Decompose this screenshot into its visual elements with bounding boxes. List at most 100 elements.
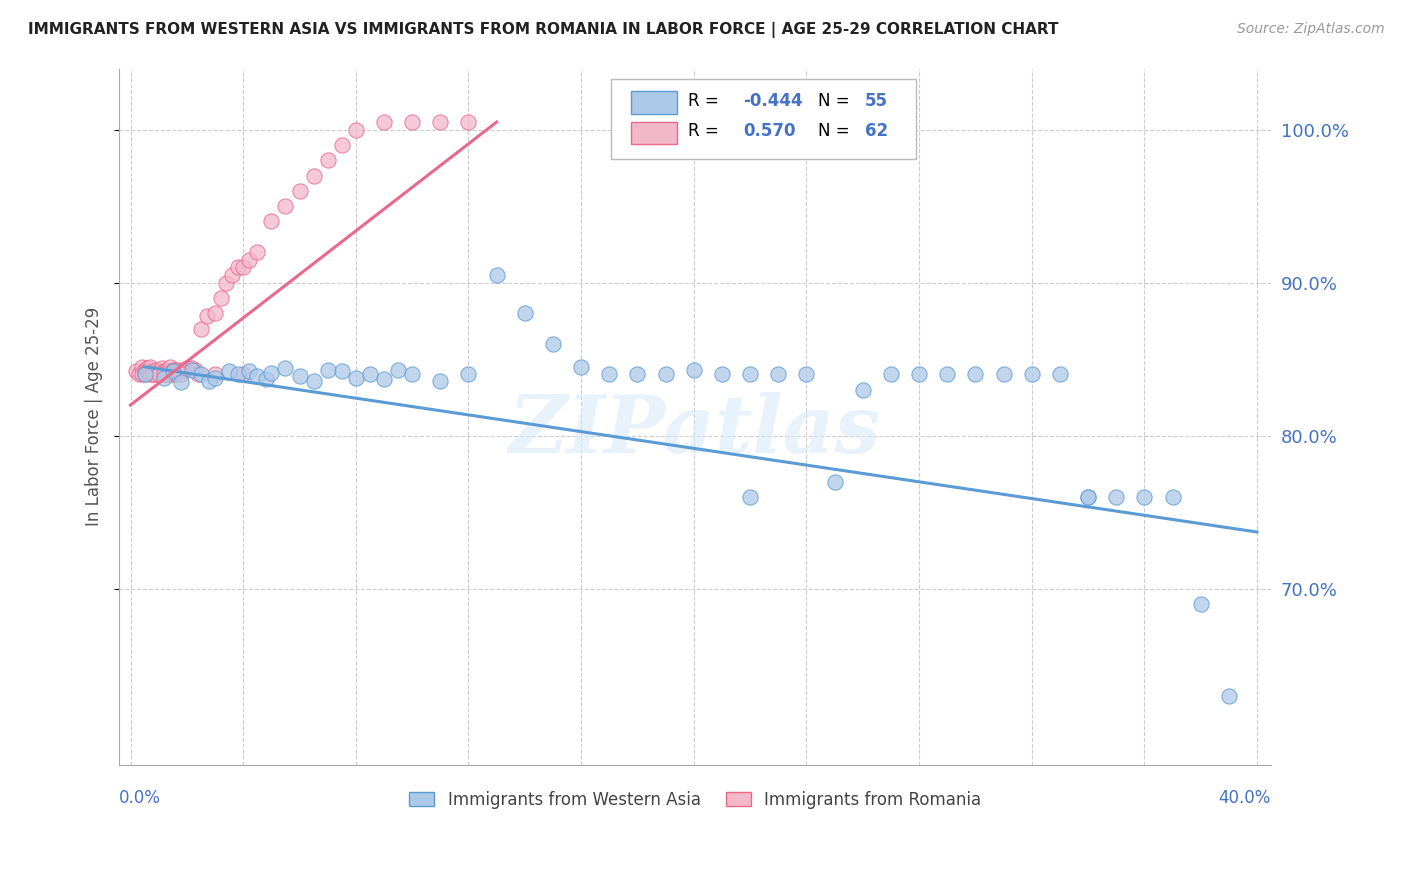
Point: [198, 374, 221, 388]
Point: [170, 364, 193, 378]
Point: [150, 361, 173, 376]
Point: [232, 260, 254, 275]
Point: [485, 268, 508, 282]
Point: [1077, 490, 1099, 504]
Point: [195, 310, 218, 324]
Point: [159, 359, 181, 374]
Point: [226, 368, 249, 382]
Point: [190, 368, 212, 382]
Point: [569, 359, 592, 374]
Point: [170, 368, 193, 382]
Text: 0.0%: 0.0%: [120, 789, 162, 806]
Point: [162, 364, 184, 378]
Point: [148, 364, 170, 378]
Point: [221, 268, 243, 282]
Point: [880, 368, 903, 382]
Point: [125, 364, 148, 378]
Point: [142, 364, 165, 378]
Point: [148, 368, 170, 382]
Point: [142, 368, 165, 382]
Point: [993, 368, 1015, 382]
Point: [965, 368, 987, 382]
Point: [226, 260, 249, 275]
Point: [153, 368, 176, 382]
Point: [145, 368, 167, 382]
Bar: [631, 122, 676, 145]
Point: [170, 375, 193, 389]
Point: [796, 368, 818, 382]
Point: [260, 214, 283, 228]
Point: [598, 368, 620, 382]
Point: [167, 363, 190, 377]
Point: [1218, 689, 1240, 703]
Text: ZIPatlas: ZIPatlas: [509, 392, 882, 469]
Point: [218, 364, 240, 378]
Point: [316, 153, 339, 168]
Text: N =: N =: [818, 122, 851, 140]
Point: [136, 364, 159, 378]
Point: [1077, 490, 1099, 504]
Point: [1105, 490, 1128, 504]
Point: [204, 370, 226, 384]
Point: [142, 368, 165, 382]
Point: [710, 368, 733, 382]
Point: [165, 368, 187, 382]
Point: [373, 372, 395, 386]
FancyBboxPatch shape: [612, 79, 917, 159]
Point: [274, 361, 297, 376]
Point: [541, 336, 564, 351]
Point: [738, 490, 761, 504]
Point: [1189, 597, 1212, 611]
Point: [768, 368, 790, 382]
Point: [181, 361, 204, 376]
Point: [156, 368, 179, 382]
Point: [254, 372, 277, 386]
Point: [457, 368, 479, 382]
Point: [139, 368, 162, 382]
Point: [131, 359, 153, 374]
Point: [1133, 490, 1156, 504]
Text: 62: 62: [865, 122, 887, 140]
Bar: [631, 92, 676, 114]
Text: N =: N =: [818, 92, 851, 110]
Point: [316, 363, 339, 377]
Point: [187, 368, 209, 382]
Text: IMMIGRANTS FROM WESTERN ASIA VS IMMIGRANTS FROM ROMANIA IN LABOR FORCE | AGE 25-: IMMIGRANTS FROM WESTERN ASIA VS IMMIGRAN…: [28, 22, 1059, 38]
Point: [302, 374, 325, 388]
Point: [457, 115, 479, 129]
Point: [274, 199, 297, 213]
Point: [148, 368, 170, 382]
Point: [246, 369, 269, 384]
Point: [215, 276, 238, 290]
Point: [134, 363, 156, 377]
Point: [344, 122, 367, 136]
Point: [302, 169, 325, 183]
Point: [190, 321, 212, 335]
Text: 0.570: 0.570: [744, 122, 796, 140]
Point: [209, 291, 232, 305]
Point: [145, 363, 167, 377]
Point: [131, 368, 153, 382]
Point: [288, 184, 311, 198]
Text: 55: 55: [865, 92, 887, 110]
Point: [150, 368, 173, 382]
Text: R =: R =: [689, 92, 718, 110]
Point: [159, 368, 181, 382]
Text: 40.0%: 40.0%: [1219, 789, 1271, 806]
Legend: Immigrants from Western Asia, Immigrants from Romania: Immigrants from Western Asia, Immigrants…: [402, 784, 988, 815]
Point: [513, 306, 536, 320]
Point: [824, 475, 846, 489]
Point: [181, 363, 204, 377]
Point: [401, 115, 423, 129]
Point: [330, 138, 353, 153]
Point: [936, 368, 959, 382]
Point: [238, 364, 260, 378]
Point: [359, 368, 381, 382]
Point: [260, 366, 283, 380]
Point: [387, 363, 409, 377]
Point: [330, 364, 353, 378]
Point: [1021, 368, 1043, 382]
Point: [176, 361, 198, 376]
Point: [184, 363, 207, 377]
Point: [288, 369, 311, 384]
